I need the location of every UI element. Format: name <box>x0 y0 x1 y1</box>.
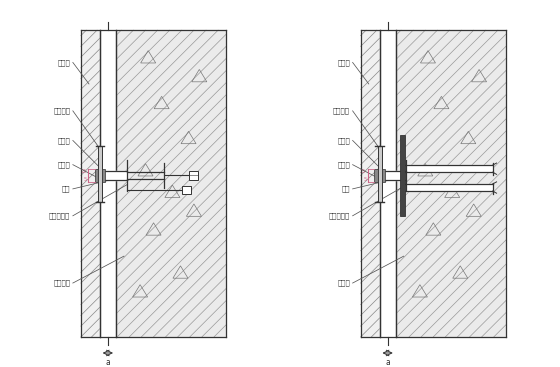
Polygon shape <box>404 184 493 191</box>
Text: 不锈钢针: 不锈钢针 <box>53 108 70 114</box>
Polygon shape <box>396 30 506 337</box>
Text: 25: 25 <box>80 169 86 174</box>
Bar <box>377 146 381 202</box>
Text: 镀锌板支架: 镀锌板支架 <box>49 212 70 219</box>
Polygon shape <box>105 171 127 180</box>
Text: 镀锌板支架: 镀锌板支架 <box>329 212 350 219</box>
Polygon shape <box>385 171 407 180</box>
Text: 螺栓: 螺栓 <box>342 186 350 192</box>
Text: a: a <box>105 358 110 367</box>
Text: a: a <box>385 358 390 367</box>
Text: 不锈钢针: 不锈钢针 <box>333 108 350 114</box>
Text: 大理石: 大理石 <box>337 59 350 66</box>
Bar <box>95 169 98 182</box>
Polygon shape <box>380 30 396 337</box>
Bar <box>98 146 102 202</box>
Polygon shape <box>116 30 226 337</box>
Polygon shape <box>81 30 100 337</box>
Polygon shape <box>361 30 380 337</box>
Text: 大理石: 大理石 <box>58 59 70 66</box>
Bar <box>182 186 191 194</box>
Bar <box>102 169 105 182</box>
Polygon shape <box>100 30 116 337</box>
Text: 耐候胶: 耐候胶 <box>58 161 70 168</box>
Text: 预埋件: 预埋件 <box>337 280 350 286</box>
Text: 海棉条: 海棉条 <box>58 137 70 144</box>
Bar <box>189 171 198 180</box>
Bar <box>400 135 404 216</box>
Text: 25: 25 <box>360 169 366 174</box>
Text: 耐候胶: 耐候胶 <box>337 161 350 168</box>
Text: 海棉条: 海棉条 <box>337 137 350 144</box>
Text: 脚踩螺栓: 脚踩螺栓 <box>53 280 70 286</box>
Bar <box>381 169 385 182</box>
Text: 螺栓: 螺栓 <box>62 186 70 192</box>
Polygon shape <box>404 165 493 172</box>
Bar <box>374 169 377 182</box>
Text: 5: 5 <box>363 177 366 182</box>
Text: 5: 5 <box>83 177 86 182</box>
